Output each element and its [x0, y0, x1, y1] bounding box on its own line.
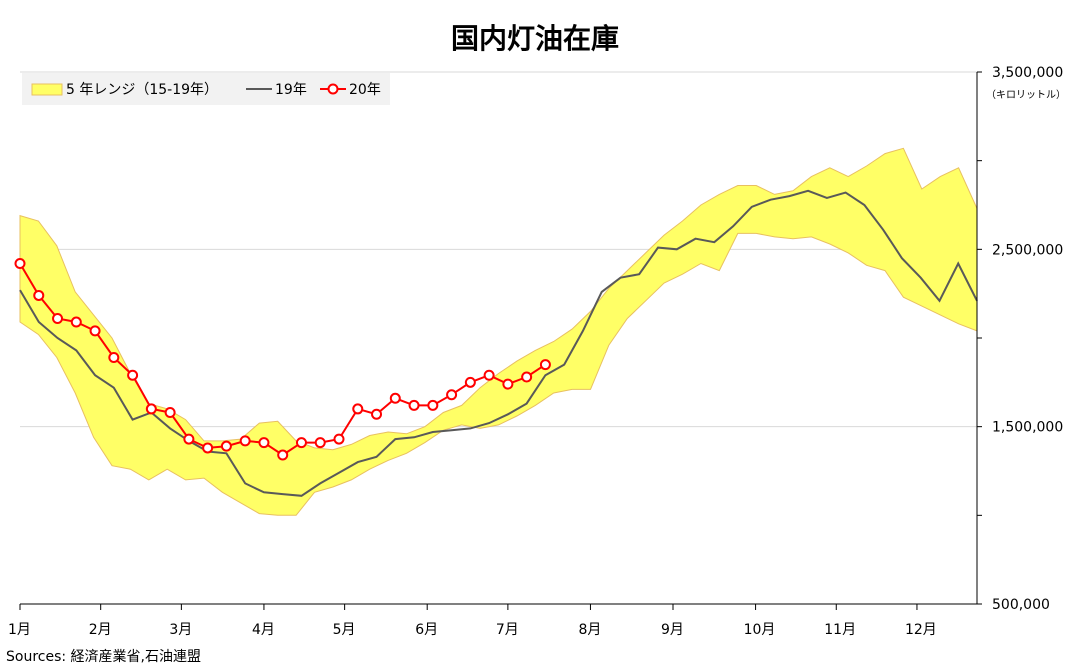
marker-20-9 — [183, 433, 195, 445]
series-markers-20 — [14, 258, 551, 461]
marker-20-0 — [14, 258, 26, 270]
marker-20-27 — [521, 371, 533, 383]
x-tick-label: 6月 — [415, 622, 438, 638]
marker-20-13 — [258, 437, 270, 449]
axes — [19, 71, 982, 610]
marker-20-22 — [427, 399, 439, 411]
x-tick-labels: 1月 2月 3月 4月 5月 6月 7月 8月 9月 10月 11月 12月 — [8, 622, 937, 638]
marker-20-2 — [52, 312, 64, 324]
series-line-19 — [19, 189, 978, 497]
marker-20-17 — [333, 433, 345, 445]
marker-20-15 — [295, 437, 307, 449]
marker-20-25 — [483, 369, 495, 381]
legend-band-label: 5 年レンジ（15-19年） — [66, 82, 218, 98]
y-unit-label: （キロリットル） — [986, 89, 1066, 101]
y-tick-label: 1,500,000 — [992, 420, 1063, 436]
legend-line20-label: 20年 — [349, 82, 381, 98]
marker-20-19 — [371, 408, 383, 420]
marker-20-3 — [70, 316, 82, 328]
x-tick-label: 9月 — [661, 622, 684, 638]
marker-20-28 — [539, 359, 551, 371]
marker-20-8 — [164, 406, 176, 418]
marker-20-7 — [145, 403, 157, 415]
marker-20-4 — [89, 325, 101, 337]
y-tick-label: 2,500,000 — [992, 242, 1063, 258]
marker-20-10 — [202, 442, 214, 454]
legend-line19-label: 19年 — [275, 82, 307, 98]
marker-20-24 — [464, 376, 476, 388]
marker-20-14 — [277, 449, 289, 461]
marker-20-11 — [220, 440, 232, 452]
legend-band-swatch — [31, 83, 63, 96]
legend-line20-marker — [327, 83, 339, 95]
x-tick-label: 8月 — [578, 622, 601, 638]
marker-20-5 — [108, 352, 120, 364]
marker-20-16 — [314, 437, 326, 449]
x-tick-label: 5月 — [333, 622, 356, 638]
x-tick-label: 7月 — [496, 622, 519, 638]
marker-20-21 — [408, 399, 420, 411]
x-tick-label: 10月 — [744, 622, 776, 638]
y-tick-label: 3,500,000 — [992, 65, 1063, 81]
marker-20-23 — [446, 389, 458, 401]
marker-20-6 — [127, 369, 139, 381]
x-tick-label: 1月 — [8, 622, 31, 638]
marker-20-26 — [502, 378, 514, 390]
chart-title: 国内灯油在庫 — [451, 22, 619, 55]
x-tick-label: 3月 — [169, 622, 192, 638]
source-note: Sources: 経済産業省,石油連盟 — [6, 649, 201, 665]
marker-20-18 — [352, 403, 364, 415]
marker-20-1 — [33, 289, 45, 301]
x-tick-label: 2月 — [89, 622, 112, 638]
legend: 5 年レンジ（15-19年） 19年 20年 — [22, 73, 390, 105]
y-tick-labels: 3,500,000 2,500,000 1,500,000 500,000 — [992, 65, 1063, 613]
x-tick-label: 4月 — [252, 622, 275, 638]
marker-20-20 — [389, 392, 401, 404]
gridlines — [20, 71, 977, 605]
x-tick-label: 11月 — [824, 622, 856, 638]
x-tick-label: 12月 — [905, 622, 937, 638]
y-tick-label: 500,000 — [992, 597, 1050, 613]
marker-20-12 — [239, 435, 251, 447]
five-year-range-band — [19, 147, 978, 516]
